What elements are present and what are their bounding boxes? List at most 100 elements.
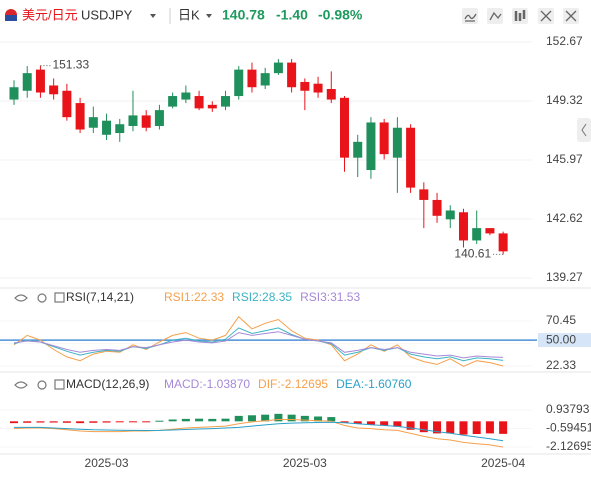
candle-body bbox=[168, 96, 178, 107]
candle-body bbox=[221, 96, 231, 107]
indicator-button[interactable] bbox=[487, 8, 503, 24]
candle-body bbox=[406, 127, 416, 188]
macd-bar bbox=[62, 421, 71, 423]
x-tick-label: 2025-04 bbox=[481, 456, 525, 470]
macd-bar bbox=[446, 421, 455, 434]
y-tick-label: 152.67 bbox=[546, 34, 583, 48]
flag-icon-lower bbox=[5, 15, 17, 21]
macd-bar bbox=[433, 421, 442, 434]
candle-body bbox=[102, 120, 112, 135]
indicator-icon[interactable] bbox=[489, 11, 502, 21]
price-change: -1.40 bbox=[276, 7, 308, 23]
macd-bar bbox=[274, 413, 283, 422]
candle-body bbox=[432, 199, 442, 216]
candle-body bbox=[498, 233, 508, 252]
pair-name[interactable]: 美元/日元 bbox=[22, 7, 78, 22]
macd-bar bbox=[10, 421, 18, 424]
y-tick-label: 70.45 bbox=[546, 313, 576, 327]
macd-bar bbox=[76, 421, 85, 424]
y-tick-label: 22.33 bbox=[546, 358, 576, 372]
macd-bar bbox=[314, 416, 323, 422]
macd-line bbox=[13, 419, 504, 448]
candle-body bbox=[207, 104, 217, 109]
x-tick-label: 2025-03 bbox=[283, 456, 327, 470]
candle-body bbox=[287, 62, 297, 88]
macd-bar bbox=[472, 421, 481, 434]
macd-bar bbox=[419, 421, 428, 433]
macd-bar bbox=[261, 414, 270, 422]
macd-bar bbox=[393, 421, 402, 427]
price-change-pct: -0.98% bbox=[318, 7, 363, 23]
dropdown-arrow[interactable] bbox=[206, 14, 212, 18]
macd-bar bbox=[49, 421, 58, 423]
side-toggle-icon[interactable] bbox=[581, 123, 587, 137]
candle-body bbox=[247, 69, 257, 88]
indicator-title: RSI(7,14,21) bbox=[66, 290, 134, 304]
x-tick-label: 2025-03 bbox=[85, 456, 129, 470]
close-icon[interactable] bbox=[565, 10, 577, 22]
candle-body bbox=[366, 122, 376, 171]
candle-body bbox=[22, 73, 32, 91]
macd-bar bbox=[287, 414, 296, 422]
legend-entry: DIF:-2.12695 bbox=[258, 377, 328, 391]
macd-bar bbox=[36, 421, 45, 423]
macd-bar bbox=[366, 421, 375, 425]
checkbox-icon[interactable] bbox=[54, 292, 65, 303]
symbol[interactable]: USDJPY bbox=[81, 7, 133, 22]
y-tick-label: -0.59451 bbox=[546, 421, 591, 435]
dropdown-arrow[interactable] bbox=[150, 14, 156, 18]
checkbox-icon[interactable] bbox=[54, 379, 65, 390]
candle-body bbox=[181, 92, 191, 100]
rsi-line bbox=[13, 331, 504, 359]
macd-bar bbox=[89, 421, 98, 423]
macd-bar bbox=[168, 419, 177, 422]
draw-icon[interactable] bbox=[464, 13, 477, 22]
y-tick-label: 149.32 bbox=[546, 93, 583, 107]
macd-bar bbox=[353, 421, 362, 424]
legend-entry: RSI3:31.53 bbox=[300, 290, 360, 304]
y-tick-label: 145.97 bbox=[546, 152, 583, 166]
rsi-line bbox=[13, 315, 504, 367]
expand-icon[interactable] bbox=[540, 10, 552, 22]
candle-body bbox=[75, 103, 85, 130]
candle-body bbox=[115, 124, 125, 134]
macd-bar bbox=[115, 421, 124, 423]
candle-body bbox=[313, 83, 323, 93]
candle-body bbox=[419, 189, 429, 200]
annotation-label: 140.61 bbox=[454, 247, 491, 261]
candle-body bbox=[445, 210, 455, 220]
indicator-title: MACD(12,26,9) bbox=[66, 377, 149, 391]
annotation-label: 151.33 bbox=[52, 58, 89, 72]
reference-label-bg bbox=[538, 333, 591, 348]
macd-bar bbox=[102, 421, 111, 423]
macd-bar bbox=[23, 421, 32, 423]
y-tick-label: -2.12695 bbox=[546, 439, 591, 453]
reference-label: 50.00 bbox=[546, 332, 576, 346]
candle-body bbox=[154, 110, 164, 126]
macd-bar bbox=[380, 421, 389, 426]
macd-bar bbox=[327, 417, 336, 422]
side-toggle[interactable] bbox=[577, 118, 591, 142]
y-tick-label: 0.93793 bbox=[546, 402, 590, 416]
eye-icon[interactable] bbox=[14, 381, 28, 389]
legend-entry: MACD:-1.03870 bbox=[164, 377, 250, 391]
period[interactable]: 日K bbox=[178, 7, 200, 22]
candle-body bbox=[392, 127, 402, 158]
candle-body bbox=[88, 117, 98, 128]
candle-body bbox=[62, 90, 72, 118]
candle-body bbox=[340, 97, 349, 158]
macd-bar bbox=[485, 421, 494, 434]
settings-icon[interactable] bbox=[37, 293, 47, 303]
macd-bar bbox=[195, 418, 204, 422]
eye-icon[interactable] bbox=[14, 294, 28, 302]
candle-body bbox=[35, 69, 45, 93]
macd-bar bbox=[247, 415, 256, 422]
candle-body bbox=[273, 62, 283, 74]
y-tick-label: 139.27 bbox=[546, 270, 583, 284]
legend-entry: RSI2:28.35 bbox=[232, 290, 292, 304]
legend-entry: RSI1:22.33 bbox=[164, 290, 224, 304]
candle-icon[interactable] bbox=[514, 10, 526, 21]
macd-bar bbox=[340, 421, 349, 423]
settings-icon[interactable] bbox=[37, 380, 47, 390]
